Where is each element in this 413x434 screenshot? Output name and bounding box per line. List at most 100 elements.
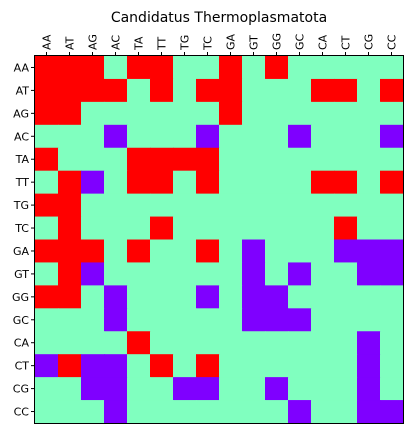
heatmap-cell-TC-AA [35, 216, 59, 241]
heatmap-cell-TA-AT [58, 147, 82, 172]
heatmap-cell-CT-TT [150, 354, 174, 378]
heatmap-cell-GT-GT [242, 262, 266, 286]
heatmap-cell-GC-GA [219, 308, 243, 332]
heatmap-cell-TG-GG [265, 193, 289, 218]
heatmap-cell-TT-TG [173, 170, 197, 195]
heatmap-cell-TG-AT [58, 193, 82, 218]
heatmap-cell-TA-GA [219, 147, 243, 172]
y-tick-label: GT [14, 268, 29, 281]
heatmap-cell-GT-GC [288, 262, 312, 286]
heatmap-cell-TA-AG [81, 147, 105, 172]
heatmap-cell-TT-AT [58, 170, 82, 195]
heatmap-cell-TG-GC [288, 193, 312, 218]
heatmap-cell-AC-AA [35, 124, 59, 149]
heatmap-cell-GG-AA [35, 285, 59, 309]
y-tick-label: GG [12, 291, 29, 304]
heatmap-cell-GC-TA [127, 308, 151, 332]
heatmap-cell-AG-GA [219, 101, 243, 126]
heatmap-cell-GT-CT [334, 262, 358, 286]
heatmap-cell-TC-CT [334, 216, 358, 241]
heatmap-cell-AA-TG [173, 56, 197, 80]
x-tick-label: AA [41, 34, 54, 50]
heatmap-cell-GT-TG [173, 262, 197, 286]
heatmap-cell-TC-GA [219, 216, 243, 241]
heatmap-cell-GT-TT [150, 262, 174, 286]
heatmap-cell-AT-CA [311, 78, 335, 103]
heatmap-cell-TA-TG [173, 147, 197, 172]
heatmap-cell-CT-CC [380, 354, 404, 378]
heatmap-cell-AC-CT [334, 124, 358, 149]
heatmap-cell-GG-TT [150, 285, 174, 309]
heatmap-cell-AT-GC [288, 78, 312, 103]
heatmap-cell-CG-AT [58, 377, 82, 401]
heatmap-cell-CA-CT [334, 331, 358, 355]
x-tick-label: GT [248, 35, 261, 50]
heatmap-cell-GT-AT [58, 262, 82, 286]
heatmap-cell-TA-TA [127, 147, 151, 172]
x-tick-labels: AA AT AG AC TA TT TG TC GA GT GG GC CA CT CG CC [41, 33, 399, 56]
heatmap-cell-CG-GT [242, 377, 266, 401]
heatmap-cell-GT-AA [35, 262, 59, 286]
heatmap-cell-CA-CC [380, 331, 404, 355]
heatmap-cell-CA-AT [58, 331, 82, 355]
heatmap-cell-GT-CC [380, 262, 404, 286]
heatmap-cell-CC-AC [104, 400, 128, 424]
heatmap-cell-TC-AG [81, 216, 105, 241]
heatmap-cell-CT-GA [219, 354, 243, 378]
heatmap-cell-GG-CT [334, 285, 358, 309]
heatmap-cell-CA-CG [357, 331, 381, 355]
x-tick-label: TC [202, 36, 215, 51]
heatmap-cell-CG-GC [288, 377, 312, 401]
heatmap-cell-TC-TA [127, 216, 151, 241]
heatmap-cell-GT-TA [127, 262, 151, 286]
heatmap-cell-TT-CG [357, 170, 381, 195]
heatmap-cell-TT-AC [104, 170, 128, 195]
heatmap-cell-AA-CC [380, 56, 404, 80]
heatmap-cell-CT-GG [265, 354, 289, 378]
heatmap-cell-AG-TT [150, 101, 174, 126]
heatmap-cell-TT-GC [288, 170, 312, 195]
heatmap-cell-CG-TC [196, 377, 220, 401]
heatmap-cell-CG-AA [35, 377, 59, 401]
heatmap-cell-TC-CA [311, 216, 335, 241]
heatmap-cell-CT-TC [196, 354, 220, 378]
heatmap-cell-CA-AG [81, 331, 105, 355]
heatmap-cell-TT-GT [242, 170, 266, 195]
heatmap-cell-AC-GT [242, 124, 266, 149]
heatmap-cell-TA-CC [380, 147, 404, 172]
heatmap-cell-CA-GT [242, 331, 266, 355]
heatmap-cell-AT-CC [380, 78, 404, 103]
heatmap-cell-AC-TC [196, 124, 220, 149]
heatmap-cell-TG-TC [196, 193, 220, 218]
heatmap-cell-AT-TG [173, 78, 197, 103]
heatmap-cell-AG-TC [196, 101, 220, 126]
heatmap-cell-CC-AG [81, 400, 105, 424]
y-tick-label: AT [16, 84, 30, 97]
heatmap-cell-TA-GT [242, 147, 266, 172]
heatmap-cell-AG-CG [357, 101, 381, 126]
heatmap-cell-CT-GC [288, 354, 312, 378]
y-tick-label: CA [14, 337, 30, 350]
heatmap-cell-CT-TG [173, 354, 197, 378]
x-tick-label: AG [87, 34, 100, 50]
heatmap-cell-TG-CA [311, 193, 335, 218]
y-tick-label: GC [13, 314, 30, 327]
heatmap-cell-AC-GC [288, 124, 312, 149]
heatmap-cell-GC-GG [265, 308, 289, 332]
heatmap-cell-CC-TT [150, 400, 174, 424]
heatmap-cell-TC-TT [150, 216, 174, 241]
heatmap-cell-AT-GG [265, 78, 289, 103]
heatmap-cell-GT-GA [219, 262, 243, 286]
heatmap-cell-AT-TA [127, 78, 151, 103]
heatmap-cell-AG-GC [288, 101, 312, 126]
heatmap-cell-GT-CG [357, 262, 381, 286]
heatmap-cell-TT-AG [81, 170, 105, 195]
heatmap-cell-AA-AA [35, 56, 59, 80]
heatmap-cell-AA-CT [334, 56, 358, 80]
heatmap-cell-AT-AA [35, 78, 59, 103]
heatmap-cell-CT-AC [104, 354, 128, 378]
heatmap-cell-TG-GT [242, 193, 266, 218]
heatmap-cell-AC-TA [127, 124, 151, 149]
heatmap-cell-AC-GA [219, 124, 243, 149]
heatmap-cell-AA-AT [58, 56, 82, 80]
